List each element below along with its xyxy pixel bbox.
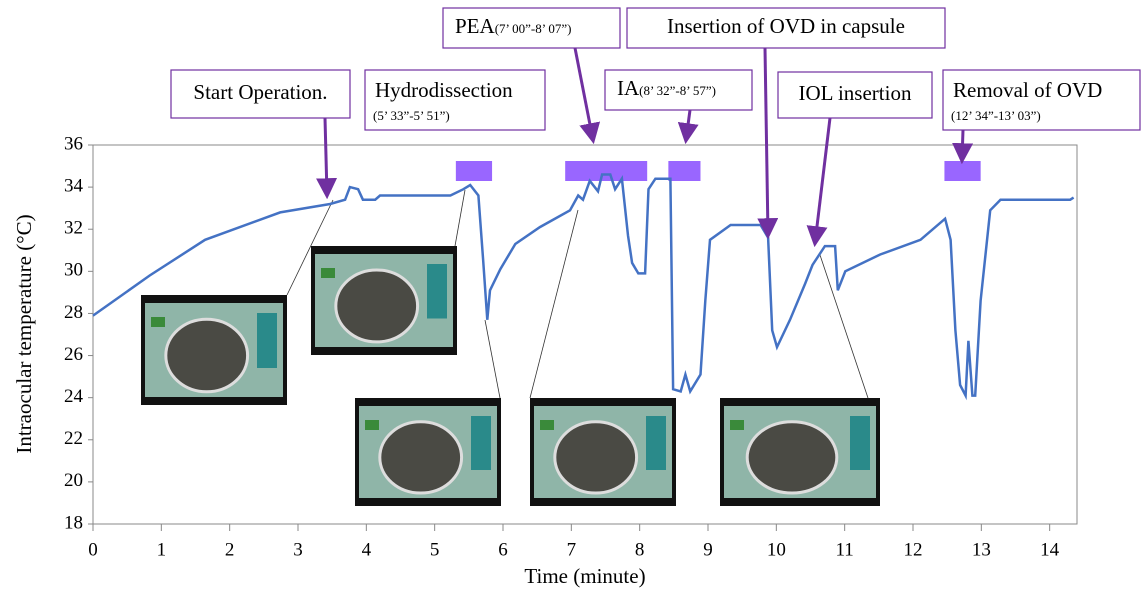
x-tick-label: 0 [88,539,98,560]
annotation-arrow [806,117,832,248]
photo-panel [730,420,744,430]
x-tick-label: 11 [836,539,854,560]
photo-eye [164,317,250,394]
y-tick-label: 30 [64,260,83,281]
y-tick-label: 32 [64,218,83,239]
annotation-text: IA [617,76,640,100]
period-bar [455,161,493,181]
photo-panel [540,420,554,430]
inset-photo [141,295,287,405]
photo-panel [365,420,379,430]
annotation-text: Start Operation. [193,80,327,104]
x-tick-label: 12 [904,539,923,560]
y-tick-label: 34 [64,175,84,196]
photo-panel [257,313,277,368]
inset-connector [529,209,579,399]
inset-connector [484,319,501,399]
annotation-subtext: (8’ 32”-8’ 57”) [639,83,716,98]
annotation-text: Hydrodissection [375,78,513,102]
annotation-box [942,69,1141,131]
annotation-box [777,71,933,119]
annotation-box [604,69,753,111]
x-tick-label: 3 [293,539,303,560]
x-tick-label: 9 [703,539,713,560]
y-tick-label: 24 [64,386,84,407]
y-tick-label: 20 [64,470,83,491]
y-tick-label: 26 [64,344,83,365]
period-bar [565,161,648,181]
annotation-box [442,7,621,49]
x-tick-label: 8 [635,539,645,560]
photo-panel [151,317,165,327]
x-axis-title: Time (minute) [524,564,645,588]
annotation-arrow [757,47,779,240]
x-tick-label: 1 [157,539,167,560]
annotation-arrow [573,47,601,145]
x-tick-label: 2 [225,539,235,560]
inset-connector [286,199,334,296]
x-tick-label: 4 [362,539,372,560]
plot-frame [92,144,1078,525]
period-bar [668,161,701,181]
y-tick-label: 28 [64,302,83,323]
y-tick-label: 22 [64,428,83,449]
y-tick-label: 18 [64,512,83,533]
x-tick-label: 13 [972,539,991,560]
inset-connector [454,189,466,247]
photo-eye [745,420,839,495]
annotation-box [364,69,546,131]
annotation-text: Removal of OVD [953,78,1102,102]
annotation-arrow [677,109,699,145]
annotation-subtext: (12’ 34”-13’ 03”) [951,108,1041,123]
photo-panel [427,264,447,319]
photo-eye [378,420,464,495]
annotation-subtext: (7’ 00”-8’ 07”) [495,21,572,36]
x-tick-label: 14 [1040,539,1060,560]
annotation-label: IA(8’ 32”-8’ 57”) [617,76,716,100]
annotation-text: PEA [455,14,496,38]
photo-eye [334,268,420,344]
annotation-box [626,7,946,49]
photo-panel [850,416,870,470]
annotation-box [170,69,351,119]
x-tick-label: 10 [767,539,786,560]
y-axis-title: Intraocular temperature (°C) [12,214,36,453]
photo-panel [321,268,335,278]
annotation-text: IOL insertion [799,81,912,105]
annotation-subtext: (5’ 33”-5’ 51”) [373,108,450,123]
annotation-arrow [952,129,974,165]
photo-panel [471,416,491,470]
photo-eye [553,420,639,495]
annotation-label: PEA(7’ 00”-8’ 07”) [455,14,571,38]
inset-photo [311,246,457,355]
period-bar [944,161,981,181]
photo-panel [646,416,666,470]
annotation-text: Insertion of OVD in capsule [667,14,905,38]
x-tick-label: 5 [430,539,440,560]
annotation-arrow [316,117,338,200]
inset-photo [530,398,676,506]
temperature-line [92,173,1075,401]
inset-connector [819,254,869,399]
inset-photo [355,398,501,506]
inset-photo [720,398,880,506]
x-tick-label: 7 [567,539,577,560]
x-tick-label: 6 [498,539,508,560]
y-tick-label: 36 [64,133,83,154]
